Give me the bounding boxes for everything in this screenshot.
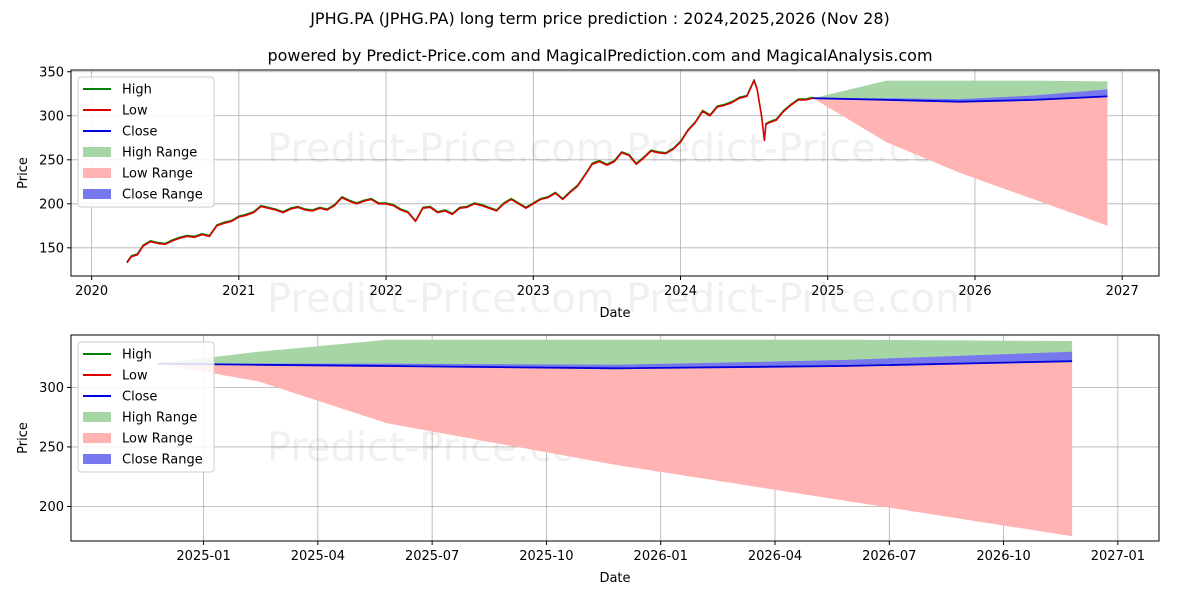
close-range-band xyxy=(813,89,1108,102)
legend-entry-label: Low xyxy=(122,104,148,119)
legend-entry-label: Close xyxy=(122,390,157,405)
x-tick-label: 2025-10 xyxy=(519,549,573,564)
x-tick-label: 2022 xyxy=(370,284,403,299)
legend: High Low Close High Range Low Range Close Ran… xyxy=(77,76,215,208)
x-tick-label: 2025-04 xyxy=(291,549,345,564)
x-tick-label: 2027-01 xyxy=(1091,549,1145,564)
watermark-text: Predict-Price.com xyxy=(626,276,974,322)
y-tick-label: 200 xyxy=(39,500,64,515)
legend-box xyxy=(77,76,215,208)
low-range-band xyxy=(813,96,1108,226)
x-tick-label: 2026-10 xyxy=(976,549,1030,564)
x-axis-label: Date xyxy=(599,571,630,586)
chart-subtitle: powered by Predict-Price.com and Magical… xyxy=(267,46,933,65)
x-tick-label: 2025-07 xyxy=(405,549,459,564)
x-tick-label: 2026 xyxy=(958,284,991,299)
close-forecast-line xyxy=(812,95,1108,103)
legend-swatch-patch xyxy=(83,189,111,199)
x-tick-label: 2021 xyxy=(222,284,255,299)
legend-entry-label: High Range xyxy=(122,411,197,426)
x-tick-label: 2026-04 xyxy=(748,549,802,564)
axes-frame xyxy=(70,334,1160,542)
close-forecast-line xyxy=(157,360,1073,370)
x-tick-label: 2027 xyxy=(1106,284,1139,299)
legend-swatch-patch xyxy=(83,454,111,464)
y-tick-label: 200 xyxy=(39,197,64,212)
x-tick-label: 2023 xyxy=(517,284,550,299)
watermark-text: Predict-Price.com xyxy=(267,276,615,322)
watermark-text: Predict-Price.com xyxy=(267,126,615,172)
legend: High Low Close High Range Low Range Close Ran… xyxy=(77,341,215,473)
legend-entry-label: High xyxy=(122,83,152,98)
legend-box xyxy=(77,341,215,473)
x-tick-label: 2020 xyxy=(75,284,108,299)
y-tick-label: 250 xyxy=(39,153,64,168)
low-range-band xyxy=(157,361,1073,537)
x-axis-label: Date xyxy=(599,306,630,321)
legend-entry-label: High Range xyxy=(122,146,197,161)
x-tick-label: 2025-01 xyxy=(176,549,230,564)
low-series-line xyxy=(126,79,814,264)
x-tick-label: 2026-01 xyxy=(634,549,688,564)
legend-entry-label: High xyxy=(122,348,152,363)
legend-swatch-patch xyxy=(83,168,111,178)
legend-entry-label: Close Range xyxy=(122,453,203,468)
panel-2: Predict-Price.comPredict-Price.com2025-0… xyxy=(16,334,1160,586)
chart-title: JPHG.PA (JPHG.PA) long term price predic… xyxy=(310,9,890,28)
legend-entry-label: Low xyxy=(122,369,148,384)
legend-swatch-patch xyxy=(83,433,111,443)
y-tick-label: 300 xyxy=(39,381,64,396)
close-range-band xyxy=(157,351,1073,369)
plot-area xyxy=(157,339,1073,537)
legend-swatch-patch xyxy=(83,412,111,422)
y-tick-label: 150 xyxy=(39,241,64,256)
plot-area xyxy=(126,78,1108,264)
y-axis-label: Price xyxy=(16,157,31,189)
y-axis-label: Price xyxy=(16,422,31,454)
y-tick-label: 350 xyxy=(39,65,64,80)
legend-entry-label: Low Range xyxy=(122,167,193,182)
x-tick-label: 2026-07 xyxy=(862,549,916,564)
axes-frame xyxy=(70,69,1160,277)
legend-swatch-patch xyxy=(83,147,111,157)
legend-entry-label: Close xyxy=(122,125,157,140)
legend-entry-label: Low Range xyxy=(122,432,193,447)
x-tick-label: 2024 xyxy=(664,284,697,299)
y-tick-label: 300 xyxy=(39,109,64,124)
y-tick-label: 250 xyxy=(39,440,64,455)
legend-entry-label: Close Range xyxy=(122,188,203,203)
x-tick-label: 2025 xyxy=(811,284,844,299)
